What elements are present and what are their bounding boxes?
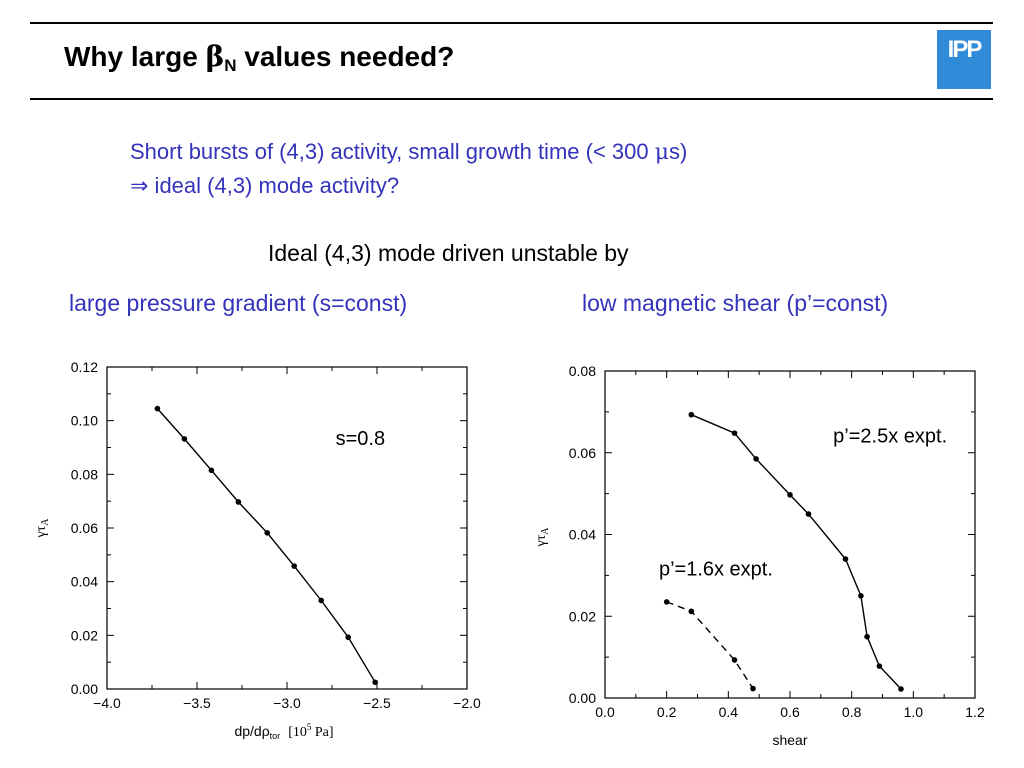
title-greek: β — [205, 40, 225, 73]
data-point — [372, 679, 379, 686]
x-axis-label: shear — [772, 732, 807, 748]
data-point — [264, 530, 271, 536]
x-axis-unit-exp: 5 — [307, 722, 312, 732]
y-axis-label-sub: A — [40, 518, 51, 526]
title-subscript: N — [224, 56, 237, 75]
chart-annotation: p’=1.6x expt. — [659, 558, 773, 580]
page-title: Why large βN values needed? — [64, 40, 454, 76]
series-line-1 — [691, 414, 902, 690]
logo-text: IPP — [947, 36, 983, 63]
left-subheading: large pressure gradient (s=const) — [69, 290, 408, 316]
data-point — [753, 456, 759, 462]
y-axis-label: γτA — [34, 518, 51, 539]
x-tick-label: 0.4 — [719, 704, 739, 720]
ideal-heading: Ideal (4,3) mode driven unstable by — [268, 240, 629, 266]
y-tick-label: 0.02 — [569, 608, 596, 624]
data-point — [864, 633, 870, 640]
line1-prefix: Short bursts of (4,3) activity, small gr… — [130, 139, 655, 164]
x-tick-label: 1.2 — [965, 704, 985, 720]
right-subheading: low magnetic shear (p’=const) — [582, 290, 889, 316]
y-tick-label: 0.08 — [71, 466, 98, 482]
x-tick-label: −3.5 — [183, 695, 211, 711]
ipp-logo: IPP — [937, 30, 991, 89]
x-tick-label: −2.5 — [363, 695, 391, 711]
header-rule — [30, 98, 993, 100]
line1-suffix: s) — [669, 139, 688, 164]
y-axis-label-main: γτ — [34, 525, 49, 538]
x-axis-label: dp/dρtor [105 Pa] — [234, 722, 333, 741]
y-tick-label: 0.12 — [71, 359, 98, 375]
x-tick-label: −4.0 — [93, 695, 121, 711]
x-tick-label: 0.2 — [657, 704, 677, 720]
y-tick-label: 0.10 — [71, 413, 98, 429]
title-suffix: values needed? — [236, 41, 455, 72]
x-axis-label-main: dp/dρ — [234, 723, 269, 739]
data-point — [731, 430, 738, 436]
title-prefix: Why large — [64, 41, 206, 72]
y-tick-label: 0.02 — [71, 627, 98, 643]
x-tick-label: 0.0 — [595, 704, 615, 720]
series-line-2 — [666, 601, 754, 689]
y-tick-label: 0.06 — [569, 445, 596, 461]
data-point — [235, 499, 242, 505]
data-point — [688, 411, 695, 418]
x-axis-label-sub: tor — [270, 731, 281, 741]
y-axis-label: γτA — [534, 527, 551, 548]
data-point — [154, 405, 161, 412]
x-axis-unit-pre: [10 — [288, 725, 307, 740]
data-point — [842, 556, 849, 562]
data-point — [858, 593, 864, 599]
chart-1: −4.0 −3.5 −3.0 −2.5 −2.0 0.00 0.02 0.04 0.06 0.08… — [34, 359, 481, 741]
data-point — [787, 492, 793, 498]
x-tick-label: 0.6 — [780, 704, 800, 720]
data-point — [181, 436, 188, 442]
data-point — [208, 467, 215, 474]
x-axis-label-main: shear — [772, 732, 807, 748]
data-point — [805, 511, 812, 517]
x-tick-label: −3.0 — [273, 695, 301, 711]
y-axis-label-sub: A — [540, 527, 551, 535]
data-point — [876, 663, 883, 669]
y-tick-label: 0.00 — [569, 690, 596, 706]
line2-text: ideal (4,3) mode activity? — [148, 173, 400, 198]
x-tick-label: 0.8 — [842, 704, 862, 720]
data-point — [345, 634, 352, 641]
x-tick-label: 1.0 — [904, 704, 924, 720]
data-point — [663, 599, 670, 605]
plot-frame — [604, 370, 976, 699]
y-tick-label: 0.04 — [569, 527, 596, 543]
data-point — [688, 608, 695, 615]
chart-annotation: s=0.8 — [336, 428, 385, 450]
y-tick-label: 0.06 — [71, 520, 98, 536]
data-point — [291, 563, 298, 569]
chart-2: 0.0 0.2 0.4 0.6 0.8 1.0 1.2 0.00 0.02 0.04 0.06 0.0… — [534, 363, 985, 748]
bullet-line-2: ⇒ ideal (4,3) mode activity? — [130, 173, 399, 199]
bullet-line-1: Short bursts of (4,3) activity, small gr… — [130, 139, 687, 165]
y-tick-label: 0.08 — [569, 363, 596, 379]
data-point — [318, 597, 325, 604]
plot-frame — [106, 366, 468, 690]
line1-greek: μ — [654, 140, 670, 165]
data-point — [898, 686, 904, 692]
top-rule — [30, 22, 993, 24]
implies-arrow: ⇒ — [130, 174, 149, 199]
x-axis-unit-post: Pa] — [311, 725, 333, 740]
data-point — [750, 685, 756, 692]
chart-annotation: p’=2.5x expt. — [833, 426, 947, 448]
y-axis-label-main: γτ — [534, 534, 549, 547]
data-point — [731, 657, 738, 663]
y-tick-label: 0.04 — [71, 574, 98, 590]
y-tick-label: 0.00 — [71, 681, 98, 697]
x-tick-label: −2.0 — [453, 695, 481, 711]
